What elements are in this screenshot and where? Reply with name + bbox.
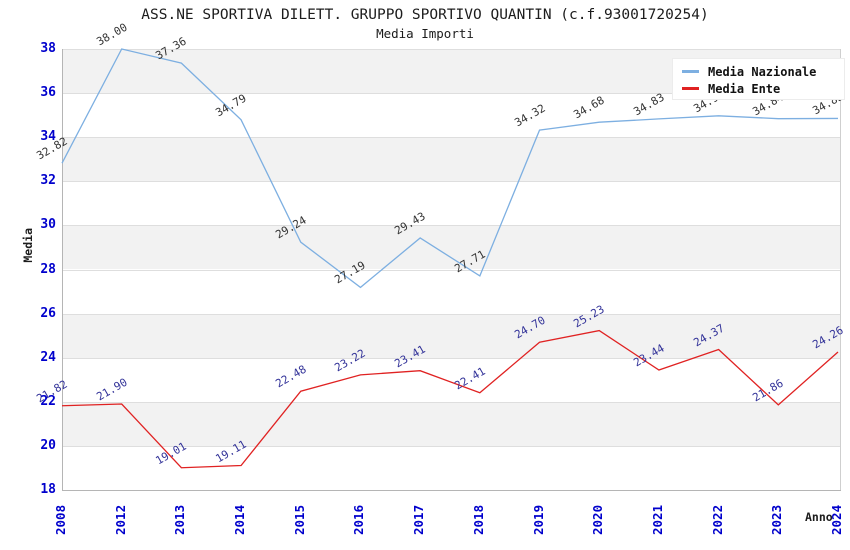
plot-band	[62, 137, 840, 182]
gridline	[62, 401, 840, 403]
gridline	[62, 357, 840, 359]
plot-band	[62, 401, 840, 446]
x-tick-label: 2023	[769, 504, 785, 535]
chart-title: ASS.NE SPORTIVA DILETT. GRUPPO SPORTIVO …	[141, 7, 709, 23]
x-tick-label: 2019	[530, 504, 546, 535]
y-tick-label: 18	[40, 482, 56, 497]
y-tick-label: 36	[40, 85, 56, 101]
plot-band	[62, 269, 840, 314]
media-ente-line-swatch-icon	[682, 87, 699, 90]
gridline	[62, 225, 840, 227]
chart-subtitle: Media Importi	[376, 26, 474, 41]
x-tick-label: 2008	[53, 504, 68, 535]
legend-label-media-ente: Media Ente	[708, 81, 781, 96]
gridline	[62, 313, 840, 315]
legend-item-media-ente: Media Ente	[682, 80, 844, 97]
y-tick-label: 20	[40, 437, 56, 453]
x-tick-label: 2020	[590, 504, 606, 535]
x-tick-label: 2015	[291, 504, 307, 535]
gridline	[62, 445, 840, 447]
y-tick-label: 34	[40, 129, 56, 145]
x-tick-label: 2018	[470, 504, 486, 535]
y-tick-label: 22	[40, 393, 56, 409]
gridline	[62, 269, 840, 271]
y-tick-label: 38	[40, 41, 56, 56]
gridline	[62, 49, 840, 50]
legend-item-media-nazionale: Media Nazionale	[682, 63, 844, 80]
y-tick-label: 28	[40, 261, 56, 277]
legend: Media Nazionale Media Ente	[672, 58, 845, 100]
x-tick-label: 2016	[351, 504, 367, 535]
plot-band	[62, 181, 840, 226]
x-tick-label: 2017	[411, 504, 427, 535]
plot-band	[62, 93, 840, 138]
y-tick-label: 30	[40, 217, 56, 233]
x-axis-line	[62, 490, 841, 491]
series-line-media-ente	[61, 329, 839, 469]
x-tick-label: 2013	[172, 504, 188, 535]
x-tick-label: 2021	[649, 504, 665, 535]
y-axis-title: Media	[21, 228, 35, 263]
gridline	[62, 93, 840, 95]
x-axis-title: Anno	[805, 510, 833, 524]
series-line-media-nazionale	[61, 48, 839, 289]
gridline	[62, 181, 840, 183]
y-axis-line	[62, 49, 63, 490]
legend-label-media-nazionale: Media Nazionale	[708, 64, 817, 79]
x-tick-label: 2014	[232, 504, 248, 535]
y-tick-label: 26	[40, 305, 56, 321]
y-tick-label: 24	[40, 349, 56, 365]
gridline	[62, 137, 840, 139]
plot-right-border	[840, 49, 841, 490]
x-tick-label: 2022	[709, 504, 725, 535]
plot-band	[62, 225, 840, 270]
plot-band	[62, 313, 840, 358]
plot-band	[62, 357, 840, 402]
media-nazionale-line-swatch-icon	[682, 70, 699, 73]
x-tick-label: 2012	[112, 504, 128, 535]
y-tick-label: 32	[40, 173, 56, 189]
